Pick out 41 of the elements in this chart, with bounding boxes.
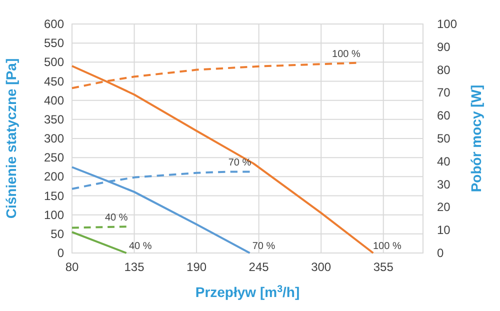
line-series (71, 64, 374, 254)
annotation: 40 % (128, 241, 152, 252)
y-tick-label: 250 (44, 150, 64, 165)
y-tick-label: 450 (44, 74, 64, 88)
y2-axis-title: Pobór mocy [W] (468, 84, 484, 192)
line-series (71, 166, 251, 254)
y2-tick-label: 30 (437, 177, 451, 192)
y2-tick-label: 90 (437, 40, 451, 54)
y2-tick-label: 60 (437, 108, 451, 123)
y-tick-label: 100 (44, 208, 64, 222)
y2-tick-label: 40 (437, 154, 451, 168)
x-tick-label: 355 (373, 260, 394, 274)
x-tick-label: 245 (248, 260, 270, 274)
y2-tick-label: 10 (437, 223, 451, 238)
y-tick-label: 550 (44, 36, 64, 50)
y-tick-label: 400 (44, 93, 64, 108)
y-tick-label: 500 (44, 55, 64, 70)
y-tick-label: 300 (44, 132, 64, 146)
y2-tick-label: 20 (437, 200, 451, 214)
annotation: 70 % (228, 158, 252, 169)
y-tick-label: 600 (44, 17, 64, 31)
annotation: 40 % (104, 212, 128, 224)
y2-tick-label: 50 (437, 132, 451, 146)
annotation: 100 % (373, 241, 402, 252)
y-tick-label: 150 (44, 188, 64, 203)
x-tick-label: 190 (186, 260, 207, 274)
y2-tick-label: 0 (437, 246, 444, 260)
y-tick-label: 200 (44, 170, 64, 184)
annotation: 70 % (252, 241, 276, 252)
x-axis-title: Przepływ [m$^{3}$/h] (195, 284, 300, 300)
annotation: 100 % (332, 48, 360, 60)
y-axis-title: Ciśnienie statyczne [Pa] (3, 58, 19, 219)
x-tick-label: 135 (124, 260, 145, 274)
y2-tick-label: 80 (437, 62, 451, 77)
x-tick-label: 80 (65, 260, 79, 274)
y2-tick-label: 100 (437, 17, 458, 31)
y-tick-label: 50 (50, 226, 64, 241)
y-tick-label: 0 (57, 246, 64, 260)
x-tick-label: 300 (311, 260, 332, 274)
y-tick-label: 350 (44, 112, 64, 126)
y2-tick-label: 70 (437, 86, 451, 100)
